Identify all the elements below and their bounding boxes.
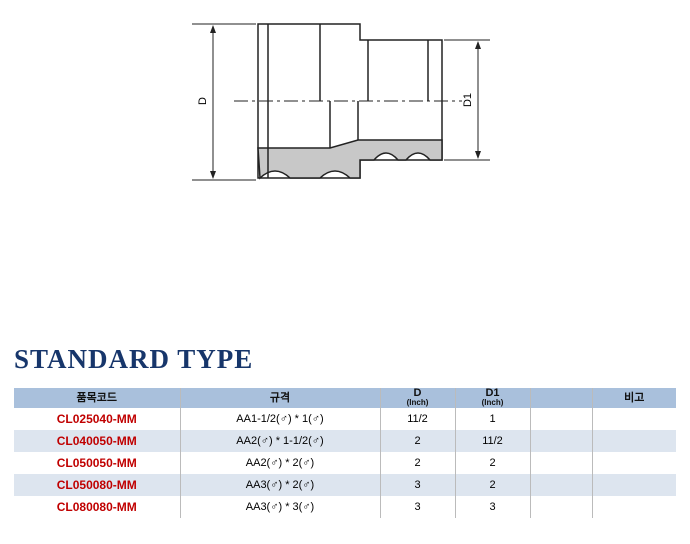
table-cell [592, 452, 676, 474]
table-cell [530, 474, 593, 496]
header-text: D [413, 387, 422, 399]
product-code: CL080080-MM [14, 496, 181, 518]
header-cell: D (Inch) [380, 387, 456, 408]
table-cell: 3 [380, 496, 456, 518]
table-row: CL040050-MM AA2(♂) * 1-1/2(♂) 2 11/2 [14, 430, 676, 452]
header-cell [530, 388, 593, 408]
table-cell [530, 408, 593, 430]
header-cell: 규격 [180, 388, 381, 408]
table-cell: AA3(♂) * 3(♂) [180, 496, 381, 518]
table-cell: 3 [380, 474, 456, 496]
header-unit: (Inch) [481, 398, 504, 407]
table-cell [530, 496, 593, 518]
dimension-label: D1 [462, 93, 474, 107]
table-row: CL025040-MM AA1-1/2(♂) * 1(♂) 11/2 1 [14, 408, 676, 430]
table-cell: AA2(♂) * 1-1/2(♂) [180, 430, 381, 452]
table-cell: 11/2 [455, 430, 531, 452]
spec-table: 품목코드 규격 D (Inch) D1 (Inch) 비고 CL025040-MM AA1-1… [14, 388, 676, 518]
table-cell: 3 [455, 496, 531, 518]
table-cell: 2 [380, 430, 456, 452]
table-cell: 2 [455, 474, 531, 496]
dimension-label: D [197, 97, 209, 105]
table-cell [530, 430, 593, 452]
table-cell: 11/2 [380, 408, 456, 430]
header-cell: 비고 [592, 388, 676, 408]
product-code: CL040050-MM [14, 430, 181, 452]
product-code: CL025040-MM [14, 408, 181, 430]
table-cell: 2 [455, 452, 531, 474]
header-cell: 품목코드 [14, 388, 181, 408]
table-row: CL050080-MM AA3(♂) * 2(♂) 3 2 [14, 474, 676, 496]
table-row: CL050050-MM AA2(♂) * 2(♂) 2 2 [14, 452, 676, 474]
part-drawing: D D1 [192, 23, 490, 181]
header-text: D1 [485, 387, 500, 399]
table-cell: AA2(♂) * 2(♂) [180, 452, 381, 474]
table-cell [592, 430, 676, 452]
header-unit: (Inch) [406, 398, 429, 407]
section-title: STANDARD TYPE [14, 344, 254, 374]
table-cell [530, 452, 593, 474]
table-cell [592, 474, 676, 496]
table-cell: 1 [455, 408, 531, 430]
table-row: CL080080-MM AA3(♂) * 3(♂) 3 3 [14, 496, 676, 518]
header-cell: D1 (Inch) [455, 387, 531, 408]
table-cell [592, 496, 676, 518]
table-cell: AA3(♂) * 2(♂) [180, 474, 381, 496]
table-cell: AA1-1/2(♂) * 1(♂) [180, 408, 381, 430]
header-row: 품목코드 규격 D (Inch) D1 (Inch) 비고 [14, 388, 676, 408]
table-cell [592, 408, 676, 430]
product-code: CL050050-MM [14, 452, 181, 474]
product-code: CL050080-MM [14, 474, 181, 496]
table-cell: 2 [380, 452, 456, 474]
